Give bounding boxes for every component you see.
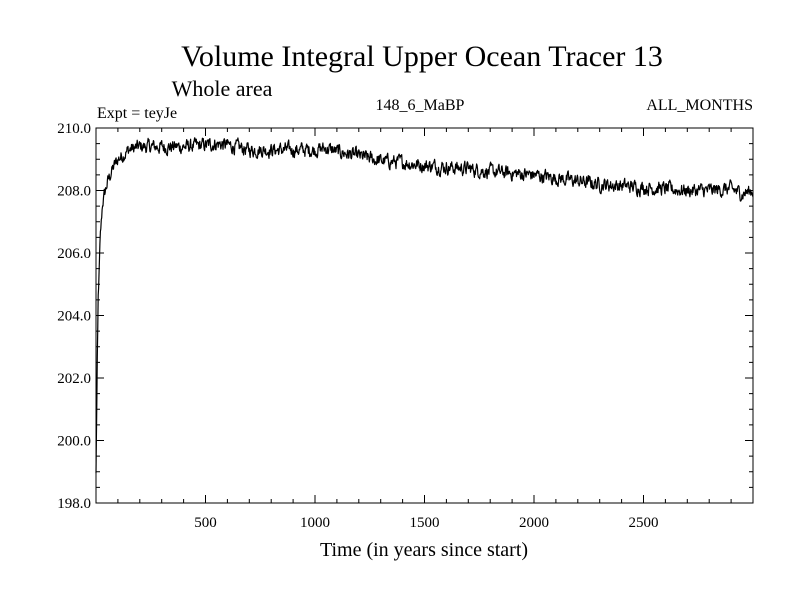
expt-label: Expt = teyJe: [97, 105, 177, 122]
x-tick-label: 1500: [410, 515, 440, 531]
y-tick-label: 208.0: [57, 184, 91, 200]
x-axis: 500 1000 1500 2000 2500: [117, 128, 732, 531]
x-tick-label: 1000: [300, 515, 330, 531]
series-line: [95, 137, 754, 474]
x-tick-label: 500: [194, 515, 217, 531]
run-label: 148_6_MaBP: [376, 97, 465, 114]
plot-frame: [95, 127, 754, 504]
y-tick-label: 210.0: [57, 121, 91, 137]
chart-subtitle: Whole area: [172, 76, 273, 101]
y-tick-label: 206.0: [57, 246, 91, 262]
months-label: ALL_MONTHS: [646, 97, 753, 114]
x-tick-label: 2500: [629, 515, 659, 531]
y-tick-label: 202.0: [57, 371, 91, 387]
chart-title: Volume Integral Upper Ocean Tracer 13: [181, 40, 663, 73]
y-tick-label: 200.0: [57, 434, 91, 450]
y-tick-label: 198.0: [57, 496, 91, 512]
y-axis: 198.0 200.0 202.0 204.0 206.0 208.0 210.0: [57, 121, 753, 512]
x-axis-label: Time (in years since start): [320, 539, 528, 561]
x-tick-label: 2000: [519, 515, 549, 531]
y-tick-label: 204.0: [57, 309, 91, 325]
